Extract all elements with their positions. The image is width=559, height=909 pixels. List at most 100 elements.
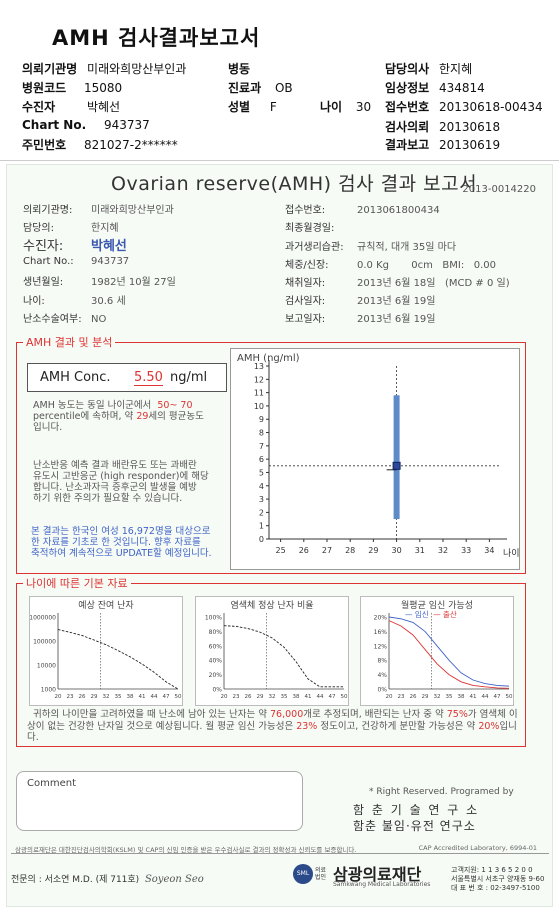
x-tick-label: 38 — [293, 694, 300, 700]
y-tick-label: 0 — [259, 535, 264, 544]
info-label: 접수번호: — [285, 205, 326, 216]
text-part: 가 염색체 이상이 없는 건강한 난자일 것으로 예상됩니다. 월 평균 임신 … — [27, 709, 518, 732]
remaining-eggs-chart: 예상 잔여 난자 1000 10000 100000 1000000 20 23 26 29 3… — [29, 596, 183, 706]
comment-box: Comment — [16, 771, 303, 831]
y-tick-label: 100% — [205, 615, 222, 622]
text-part: 입니다. — [33, 422, 63, 433]
info-label: Chart No.: — [23, 256, 74, 267]
field-chart-no: Chart No. 943737 — [22, 118, 150, 132]
cover-report: AMH 검사결과보고서 의뢰기관명 미래와희망산부인과 병동 담당의사 한지혜 … — [0, 0, 559, 160]
info-label: 과거생리습관: — [285, 242, 344, 253]
y-axis-label: AMH (ng/ml) — [237, 353, 300, 364]
x-axis-label: 나이 — [503, 548, 520, 559]
info-surgery: 난소수술여부: NO — [23, 310, 106, 325]
field-value: 434814 — [439, 81, 485, 95]
institute-name-2: 함춘 불임·유전 연구소 — [353, 819, 476, 833]
equivalent-age: 29 — [136, 411, 149, 422]
age-baseline-section: 나이에 따른 기본 자료 예상 잔여 난자 1000 10000 100000 100… — [16, 575, 526, 747]
text-line: 한 자료를 기초로 한 것입니다. 향후 자료를 — [31, 537, 201, 548]
chart-title: 예상 잔여 난자 — [78, 601, 134, 611]
y-tick-label: 0% — [377, 687, 387, 694]
info-value: 1982년 10월 27일 — [91, 277, 176, 288]
amh-label: AMH Conc. — [40, 370, 111, 385]
series-line — [223, 625, 344, 688]
text-part: AMH 농도는 동일 나이군에서 — [33, 400, 152, 411]
x-tick-label: 23 — [398, 694, 405, 700]
x-tick-label: 50 — [506, 694, 513, 700]
field-hospital-code: 병원코드 15080 — [22, 79, 122, 96]
org-type-line: 의료 — [315, 867, 327, 874]
range-bar — [393, 395, 400, 520]
text-part: percentile에 속하며, 약 — [33, 411, 134, 422]
legend-label: 출산 — [442, 610, 457, 619]
x-tick-label: 44 — [317, 694, 324, 700]
y-tick-label: 11 — [254, 389, 264, 398]
y-tick-label: 40% — [209, 658, 223, 665]
info-test-date: 검사일자: 2013년 6월 19일 — [285, 292, 436, 307]
text-line: 유도시 고반응군 (high responder)에 해당 — [33, 471, 209, 482]
info-cycle: 과거생리습관: 규칙적, 대개 35일 마다 — [285, 238, 456, 253]
y-tick-label: 4 — [259, 482, 264, 491]
org-contact: 고객지원: 1 1 3 6 5 2 0 0 서울특별시 서초구 양재동 9-60… — [451, 866, 544, 893]
accreditation-footnote: 삼광의료재단은 대한진단검사의학회(KSLM) 및 CAP의 신임 인증을 받은… — [15, 844, 545, 854]
report-number: 2013-0014220 — [462, 184, 536, 195]
contact-line: 대 표 번 호 : 02-3497-5100 — [451, 884, 540, 892]
x-tick-label: 27 — [322, 546, 332, 555]
info-label: 수진자: — [23, 239, 64, 254]
x-tick-label: 32 — [103, 694, 110, 700]
info-value: 0.0 Kg 0cm BMI: 0.00 — [357, 260, 496, 271]
field-value: F — [269, 100, 277, 114]
field-value: 943737 — [103, 118, 150, 132]
field-label: 나이 — [320, 100, 343, 114]
info-patient: 수진자: 박혜선 — [23, 235, 127, 254]
field-label: 병동 — [228, 62, 251, 76]
patient-info: 의뢰기관명: 미래와희망산부인과 담당의: 한지혜 수진자: 박혜선 Chart No… — [15, 197, 546, 333]
field-label: 결과보고 — [385, 138, 430, 152]
text-line: 본 결과는 한국인 여성 16,972명을 대상으로 — [31, 526, 211, 537]
field-label: Chart No. — [22, 118, 87, 132]
y-tick-label: 2 — [259, 508, 264, 517]
info-doctor: 담당의: 한지혜 — [23, 219, 119, 234]
remaining-eggs-value: 76,000 — [270, 709, 304, 720]
y-tick-label: 8% — [377, 658, 387, 665]
field-doctor: 담당의사 한지혜 — [385, 60, 472, 77]
info-value: 규칙적, 대개 35일 마다 — [357, 242, 457, 253]
series-line — [388, 620, 510, 689]
field-report-date: 결과보고 20130619 — [385, 136, 500, 153]
x-tick-label: 29 — [91, 694, 98, 700]
y-tick-label: 3 — [259, 495, 264, 504]
x-tick-label: 35 — [446, 694, 453, 700]
info-label: 생년월일: — [23, 277, 64, 288]
y-tick-label: 12% — [374, 643, 388, 650]
info-value: 한지혜 — [91, 223, 119, 234]
y-tick-label: 5 — [259, 468, 264, 477]
info-label: 의뢰기관명: — [23, 205, 73, 216]
field-sex: 성별 F — [228, 98, 277, 115]
info-last-period: 최종월경일: — [285, 219, 357, 234]
x-tick-label: 47 — [163, 694, 170, 700]
field-resident-no: 주민번호 821027-2****** — [22, 136, 178, 153]
info-label: 담당의: — [23, 223, 54, 234]
info-value: NO — [91, 314, 107, 325]
x-tick-label: 47 — [494, 694, 501, 700]
normal-chromosome-chart: 염색체 정상 난자 비율 0% 20% 40% 60% 80% 100% 20 23 26 29 3… — [195, 596, 349, 706]
amh-unit: ng/ml — [170, 370, 208, 385]
scanned-report: Ovarian reserve(AMH) 검사 결과 보고서 2013-0014… — [6, 164, 553, 907]
x-tick-label: 50 — [175, 694, 182, 700]
org-type-line: 법인 — [315, 874, 327, 881]
y-tick-label: 16% — [374, 629, 388, 636]
y-tick-label: 1 — [259, 522, 264, 531]
pregnancy-chance-value: 23% — [296, 720, 318, 732]
field-request-date: 검사의뢰 20130618 — [385, 118, 500, 135]
field-label: 의뢰기관명 — [22, 62, 78, 76]
y-tick-label: 80% — [209, 629, 223, 636]
field-label: 수진자 — [22, 100, 56, 114]
x-tick-label: 38 — [127, 694, 134, 700]
y-tick-label: 10 — [254, 402, 264, 411]
info-value: 미래와희망산부인과 — [91, 205, 174, 216]
field-department: 진료과 OB — [228, 79, 293, 96]
x-tick-label: 29 — [422, 694, 429, 700]
contact-line: 서울특별시 서초구 양재동 9-60 — [451, 875, 545, 883]
org-name: 삼광의료재단 — [333, 865, 422, 884]
x-tick-label: 20 — [386, 694, 393, 700]
